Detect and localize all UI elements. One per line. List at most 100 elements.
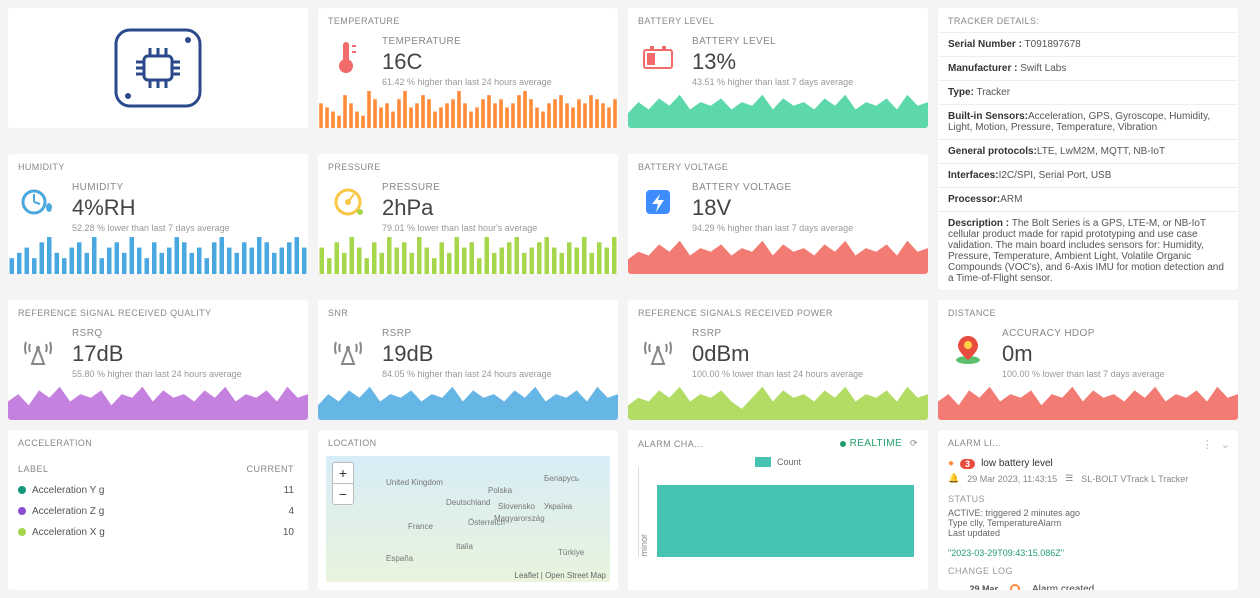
alarm-device: SL-BOLT VTrack L Tracker [1081, 474, 1188, 484]
metric-sub: 55.80 % higher than last 24 hours averag… [72, 369, 298, 379]
chart-legend: Count [638, 457, 918, 467]
card-header: PRESSURE [318, 154, 618, 176]
metric-label: BATTERY LEVEL [692, 36, 918, 47]
metric-sub: 43.51 % higher than last 7 days average [692, 77, 918, 87]
sparkline [8, 383, 308, 420]
changelog-entry: 29 Mar2023, Alarm created [938, 580, 1238, 590]
changelog-header: CHANGE LOG [938, 562, 1238, 580]
zoom-controls: + − [332, 462, 354, 505]
sparkline [938, 383, 1238, 420]
acceleration-card: ACCELERATION LABELCURRENT Acceleration Y… [8, 430, 308, 590]
sparkline [8, 237, 308, 274]
metric-value: 4%RH [72, 195, 298, 221]
signal-tower-icon [638, 328, 678, 368]
metric-value: 2hPa [382, 195, 608, 221]
table-row: Acceleration Y g11 [8, 480, 308, 501]
metric-value: 0dBm [692, 341, 918, 367]
metric-label: RSRP [692, 328, 918, 339]
metric-label: TEMPERATURE [382, 36, 608, 47]
metric-value: 0m [1002, 341, 1228, 367]
card-header: ALARM LI... [938, 430, 1238, 452]
metric-sub: 61.42 % higher than last 24 hours averag… [382, 77, 608, 87]
sparkline [628, 383, 928, 420]
zoom-in-button[interactable]: + [333, 463, 353, 484]
voltage-icon [638, 182, 678, 222]
chip-icon [88, 18, 228, 118]
alarm-title: low battery level [981, 458, 1053, 469]
alarm-status: ACTIVE: triggered 2 minutes ago Type cll… [938, 508, 1238, 562]
pressure-card[interactable]: PRESSURE PRESSURE 2hPa 79.01 % lower tha… [318, 154, 618, 274]
map[interactable]: + − United Kingdom Deutschland France Ös… [326, 456, 610, 582]
device-image-card [8, 8, 308, 128]
alarm-timestamp: 29 Mar 2023, 11:43:15 [967, 474, 1057, 484]
count-bar [657, 485, 914, 557]
sparkline [628, 91, 928, 128]
metric-label: RSRQ [72, 328, 298, 339]
metric-label: HUMIDITY [72, 182, 298, 193]
metric-value: 16C [382, 49, 608, 75]
metric-value: 18V [692, 195, 918, 221]
signal-tower-icon [18, 328, 58, 368]
metric-sub: 100.00 % lower than last 24 hours averag… [692, 369, 918, 379]
realtime-indicator: Realtime [840, 438, 902, 449]
sparkline [628, 237, 928, 274]
temperature-card[interactable]: TEMPERATURE TEMPERATURE 16C 61.42 % high… [318, 8, 618, 128]
location-card: LOCATION Realtime ⟳ + − United Kingdom D… [318, 430, 618, 590]
alarm-list-card: ALARM LI... ⋮ ⌄ ● 3 low battery level 🔔 2… [938, 430, 1238, 590]
sparkline [318, 383, 618, 420]
metric-label: ACCURACY HDOP [1002, 328, 1228, 339]
metric-value: 17dB [72, 341, 298, 367]
battery-icon [638, 36, 678, 76]
metric-sub: 94.29 % higher than last 7 days average [692, 223, 918, 233]
more-icon[interactable]: ⋮ [1202, 438, 1213, 451]
rsrp-card[interactable]: REFERENCE SIGNALS RECEIVED POWER RSRP 0d… [628, 300, 928, 420]
humidity-card[interactable]: HUMIDITY HUMIDITY 4%RH 52.28 % lower tha… [8, 154, 308, 274]
severity-badge: 3 [960, 459, 975, 469]
alarm-item[interactable]: ● 3 low battery level 🔔 29 Mar 2023, 11:… [938, 452, 1238, 490]
distance-card[interactable]: DISTANCE ACCURACY HDOP 0m 100.00 % lower… [938, 300, 1238, 420]
card-header: BATTERY VOLTAGE [628, 154, 928, 176]
card-header: DISTANCE [938, 300, 1238, 322]
card-header: ACCELERATION [8, 430, 308, 452]
metric-sub: 79.01 % lower than last hour's average [382, 223, 608, 233]
card-header: TEMPERATURE [318, 8, 618, 30]
tracker-details-card: TRACKER DETAILS: Serial Number : T091897… [938, 8, 1238, 290]
location-pin-icon [948, 328, 988, 368]
card-header: REFERENCE SIGNAL RECEIVED QUALITY [8, 300, 308, 322]
metric-label: RSRP [382, 328, 608, 339]
metric-sub: 100.00 % lower than last 7 days average [1002, 369, 1228, 379]
rsrq-card[interactable]: REFERENCE SIGNAL RECEIVED QUALITY RSRQ 1… [8, 300, 308, 420]
metric-label: BATTERY VOLTAGE [692, 182, 918, 193]
thermometer-icon [328, 36, 368, 76]
battery-voltage-card[interactable]: BATTERY VOLTAGE BATTERY VOLTAGE 18V 94.2… [628, 154, 928, 274]
chevron-down-icon[interactable]: ⌄ [1221, 438, 1230, 451]
metric-value: 13% [692, 49, 918, 75]
metric-label: PRESSURE [382, 182, 608, 193]
zoom-out-button[interactable]: − [333, 484, 353, 504]
refresh-icon[interactable]: ⟳ [910, 438, 918, 449]
metric-sub: 52.28 % lower than last 7 days average [72, 223, 298, 233]
table-row: Acceleration Z g4 [8, 501, 308, 522]
warning-icon: ● [948, 458, 954, 469]
sparkline [318, 91, 618, 128]
map-attribution: Leaflet | Open Street Map [515, 571, 606, 580]
alarm-chart-card: ALARM CHA... Realtime ⟳ Count minor [628, 430, 928, 590]
device-icon: ☰ [1065, 473, 1073, 484]
card-header: ALARM CHA... [638, 439, 703, 449]
metric-sub: 84.05 % higher than last 24 hours averag… [382, 369, 608, 379]
snr-card[interactable]: SNR RSRP 19dB 84.05 % higher than last 2… [318, 300, 618, 420]
bell-icon: 🔔 [948, 473, 959, 484]
battery-level-card[interactable]: BATTERY LEVEL BATTERY LEVEL 13% 43.51 % … [628, 8, 928, 128]
card-header: REFERENCE SIGNALS RECEIVED POWER [628, 300, 928, 322]
acceleration-table: LABELCURRENT Acceleration Y g11Accelerat… [8, 458, 308, 543]
card-header: BATTERY LEVEL [628, 8, 928, 30]
card-header: LOCATION [328, 438, 377, 448]
card-header: SNR [318, 300, 618, 322]
pressure-icon [328, 182, 368, 222]
metric-value: 19dB [382, 341, 608, 367]
table-row: Acceleration X g10 [8, 522, 308, 543]
sparkline [318, 237, 618, 274]
humidity-icon [18, 182, 58, 222]
card-header: HUMIDITY [8, 154, 308, 176]
signal-tower-icon [328, 328, 368, 368]
